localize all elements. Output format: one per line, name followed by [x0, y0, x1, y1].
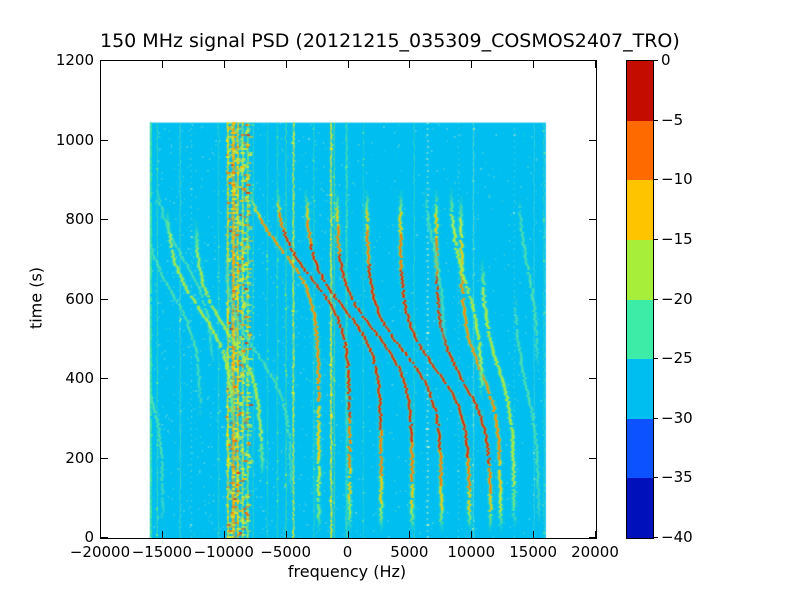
x-tick-label: 0 — [342, 543, 353, 561]
colorbar-tick-label: −5 — [661, 110, 684, 129]
x-tick-top — [161, 61, 163, 68]
x-tick — [409, 531, 411, 538]
x-tick-label: 10000 — [447, 543, 496, 561]
y-tick-right — [589, 378, 596, 379]
x-tick-top — [285, 61, 287, 68]
x-tick-top — [533, 61, 535, 68]
colorbar-tick-label: −15 — [661, 229, 693, 248]
colorbar-segment — [627, 478, 653, 538]
x-tick — [347, 531, 349, 538]
colorbar-segment — [627, 180, 653, 240]
plot-title: 150 MHz signal PSD (20121215_035309_COSM… — [100, 30, 680, 52]
colorbar-segment — [627, 359, 653, 419]
x-tick-label: 15000 — [509, 543, 557, 561]
y-tick-right — [589, 139, 596, 141]
spectrogram-heatmap — [101, 61, 596, 538]
colorbar — [626, 60, 654, 539]
x-tick-label: −20000 — [69, 543, 131, 561]
y-tick-label: 800 — [65, 210, 94, 228]
y-tick — [101, 219, 108, 220]
colorbar-segment — [627, 239, 653, 300]
y-tick-label: 400 — [65, 369, 94, 387]
colorbar-segment — [627, 418, 653, 479]
colorbar-tick — [654, 417, 658, 419]
x-tick — [285, 531, 287, 538]
y-tick — [101, 139, 108, 141]
colorbar-segment — [627, 120, 653, 181]
x-tick-top — [100, 61, 101, 68]
x-tick — [595, 531, 596, 538]
x-axis-label: frequency (Hz) — [287, 562, 407, 581]
colorbar-tick — [654, 298, 658, 300]
x-tick-top — [223, 61, 225, 68]
x-tick-label: 5000 — [390, 543, 429, 561]
x-tick-label: −5000 — [260, 543, 311, 561]
y-tick-label: 1000 — [55, 130, 94, 149]
colorbar-tick — [654, 358, 658, 360]
x-tick-label: −10000 — [193, 543, 254, 561]
y-tick-right — [589, 298, 596, 300]
colorbar-tick-label: −25 — [661, 349, 693, 368]
y-tick-right — [589, 60, 596, 61]
colorbar-tick — [654, 238, 658, 240]
x-tick-label: −15000 — [131, 543, 193, 561]
x-tick — [223, 531, 225, 538]
y-tick — [101, 60, 108, 61]
y-tick — [101, 537, 108, 538]
colorbar-tick — [654, 60, 658, 61]
x-tick — [161, 531, 163, 538]
y-tick-label: 1200 — [55, 51, 94, 69]
colorbar-tick-label: 0 — [661, 51, 671, 69]
colorbar-tick — [654, 119, 658, 121]
y-tick-right — [589, 219, 596, 220]
x-tick-top — [471, 61, 473, 68]
x-tick — [100, 531, 101, 538]
plot-area-border — [100, 60, 597, 539]
x-tick-top — [595, 61, 596, 68]
y-tick — [101, 298, 108, 300]
x-tick — [471, 531, 473, 538]
x-tick — [533, 531, 535, 538]
colorbar-tick — [654, 537, 658, 538]
colorbar-tick — [654, 179, 658, 181]
colorbar-tick-label: −40 — [661, 528, 693, 546]
y-tick-label: 0 — [84, 528, 94, 546]
colorbar-tick-label: −30 — [661, 408, 693, 427]
y-tick-right — [589, 537, 596, 538]
y-tick — [101, 378, 108, 379]
x-tick-label: 20000 — [571, 543, 619, 561]
y-tick — [101, 457, 108, 459]
colorbar-tick-label: −35 — [661, 468, 693, 487]
colorbar-segment — [627, 61, 653, 121]
colorbar-tick-label: −20 — [661, 289, 693, 308]
colorbar-tick-label: −10 — [661, 170, 693, 189]
y-tick-label: 200 — [65, 448, 94, 467]
x-tick-top — [409, 61, 411, 68]
colorbar-tick — [654, 477, 658, 479]
y-tick-label: 600 — [65, 289, 94, 308]
y-tick-right — [589, 457, 596, 459]
x-tick-top — [347, 61, 349, 68]
colorbar-segment — [627, 299, 653, 360]
